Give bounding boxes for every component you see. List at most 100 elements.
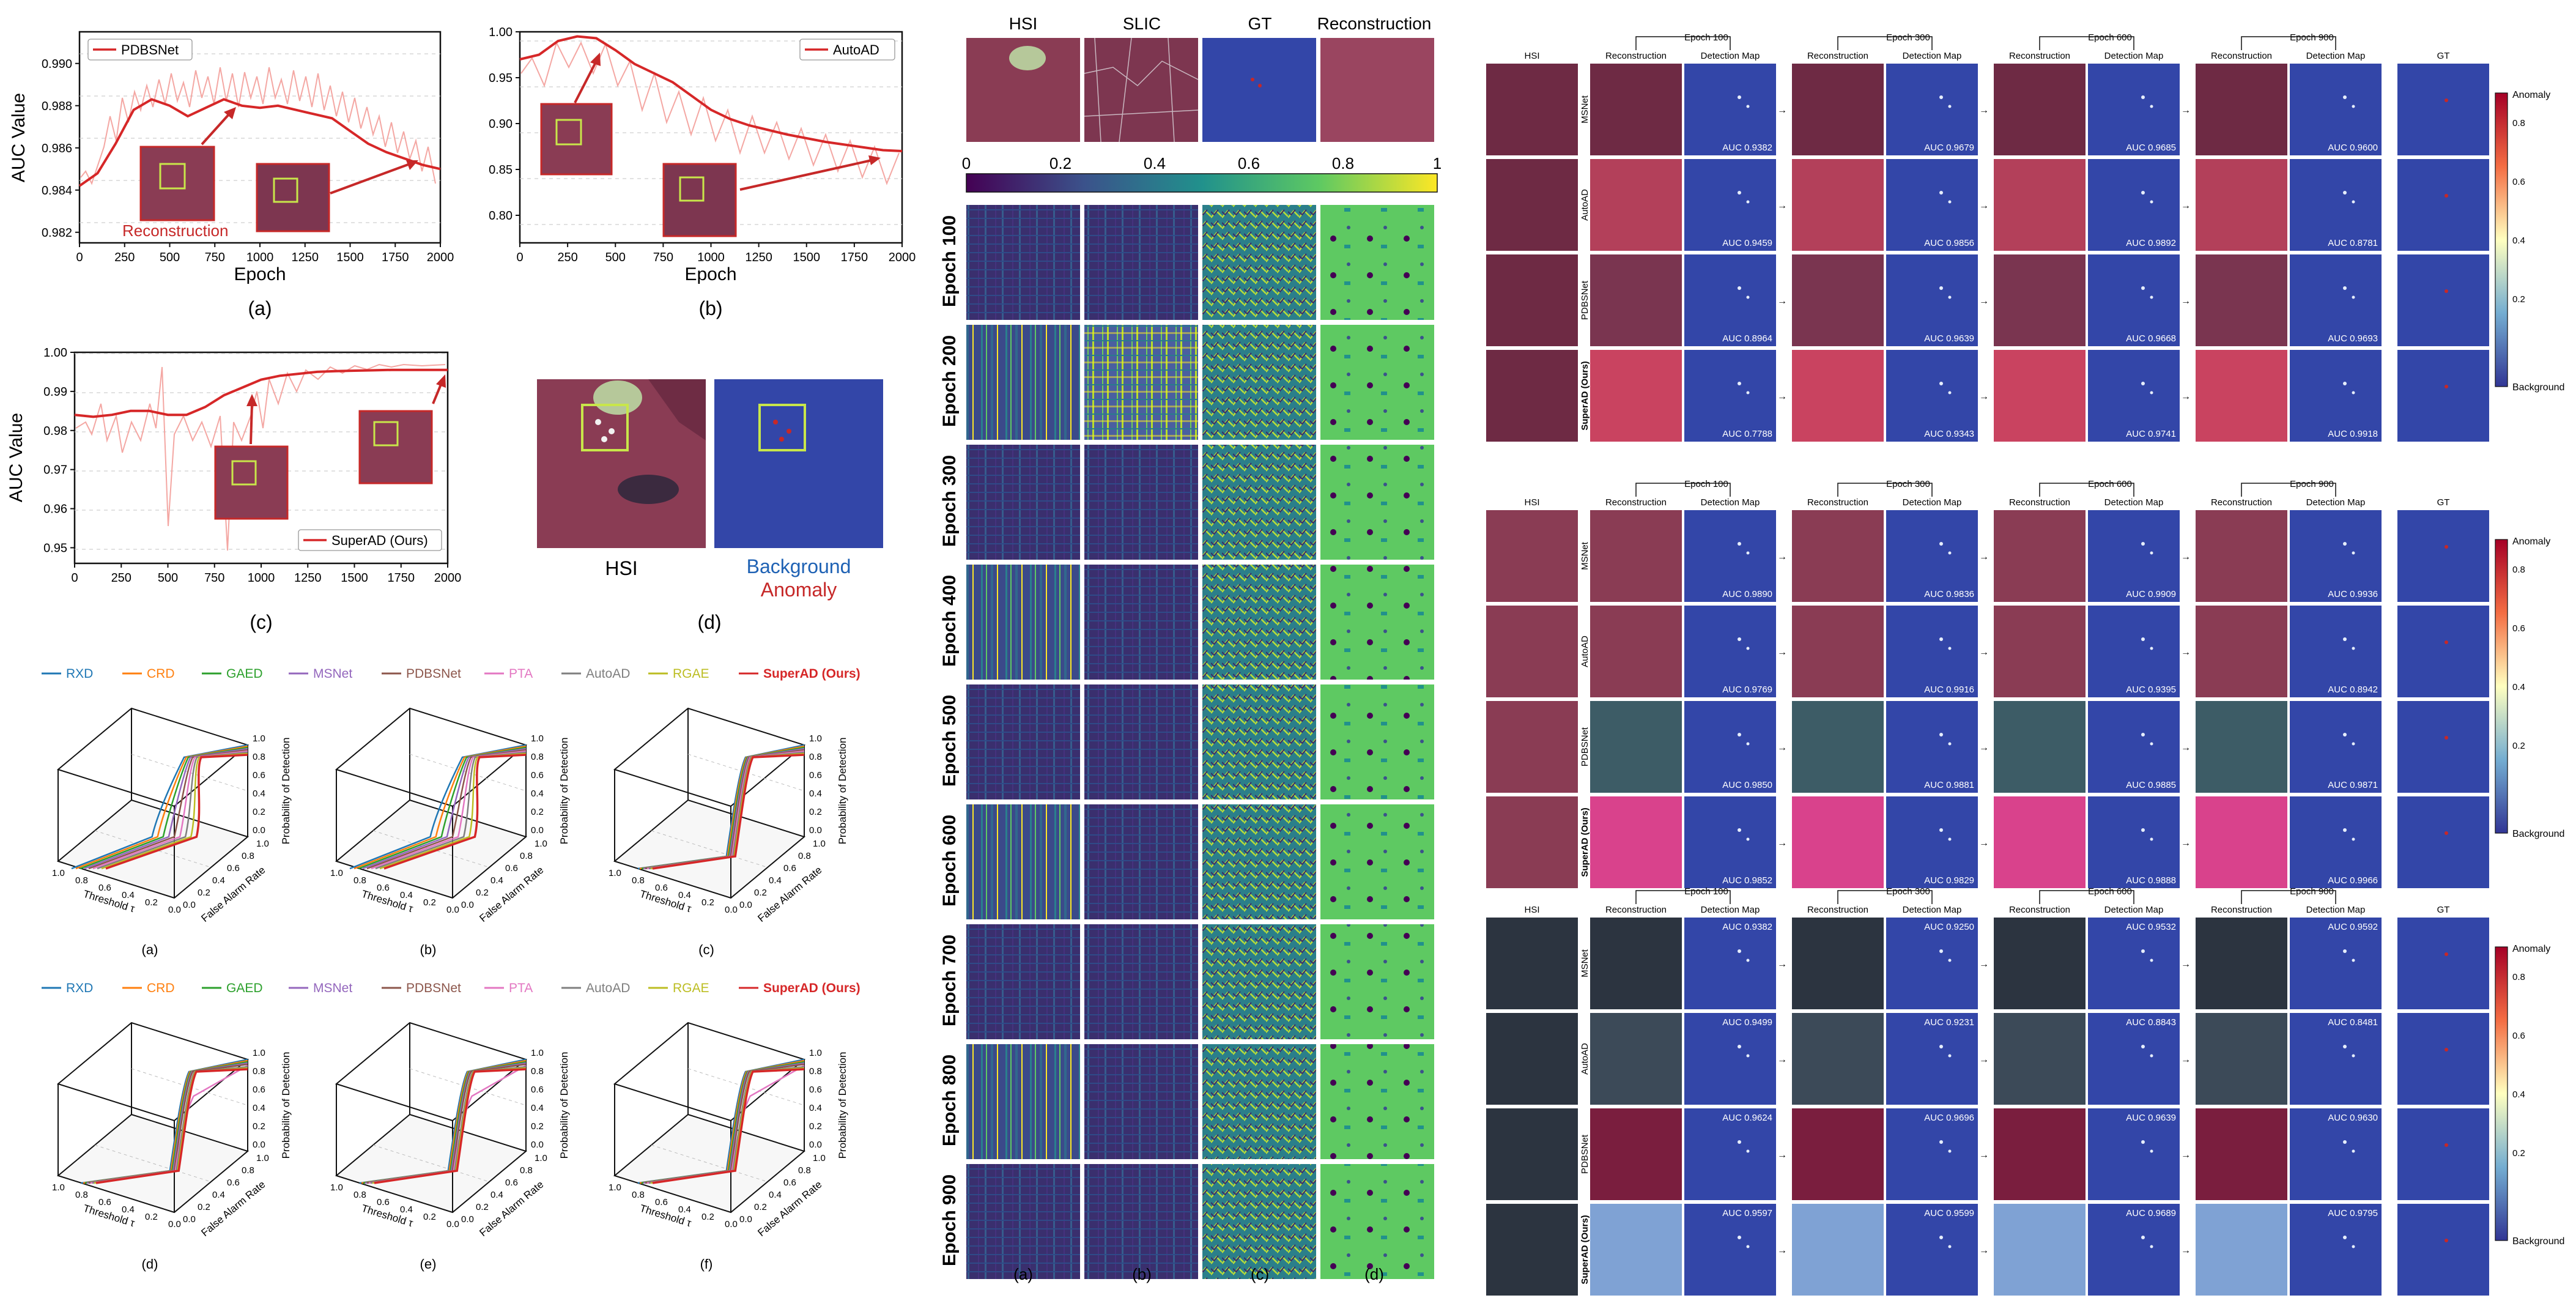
epoch-slic-map xyxy=(1084,1164,1198,1279)
detection-tile xyxy=(1684,510,1776,602)
roc-tick-pd: 1.0 xyxy=(253,733,265,744)
detection-hotspot xyxy=(2352,647,2355,650)
panel-b: AutoAD 0 250 500 750 1000 1250 1500 1750 2000 0.… xyxy=(489,26,916,319)
detection-tile xyxy=(2290,350,2382,442)
gt-anomaly xyxy=(2445,1239,2448,1242)
roc-tick-threshold: 0.4 xyxy=(400,890,413,900)
detection-hotspot xyxy=(2150,1054,2153,1058)
panel-c-ylabel: AUC Value xyxy=(6,413,26,502)
panel-c-legend: SuperAD (Ours) xyxy=(298,529,442,551)
next-arrow-icon: → xyxy=(1979,552,1989,562)
epoch-bracket xyxy=(2039,890,2134,904)
detection-hotspot xyxy=(2343,1140,2347,1144)
epoch-row: Epoch 300 xyxy=(939,445,1434,560)
epoch-recon-map xyxy=(1320,804,1434,919)
detection-tile xyxy=(1886,701,1978,793)
colorbar-tick: 0.6 xyxy=(1238,154,1260,172)
x-tick-label: 750 xyxy=(205,251,225,264)
gt-tile xyxy=(2397,510,2489,602)
roc-plot-label: (a) xyxy=(142,942,158,957)
gt-tile xyxy=(2397,796,2489,888)
auc-value: AUC 0.9597 xyxy=(1722,1208,1772,1218)
hsi-tile xyxy=(1486,1204,1578,1296)
panel-a-legend: PDBSNet xyxy=(87,39,193,61)
recon-tile xyxy=(2196,254,2287,346)
x-tick-label: 750 xyxy=(653,251,673,264)
detection-hotspot xyxy=(2150,742,2153,746)
roc-tick-pd: 0.6 xyxy=(809,770,822,781)
next-arrow-icon: → xyxy=(2181,201,2191,211)
roc-tick-far: 0.8 xyxy=(242,851,254,861)
gt-tile xyxy=(2397,1204,2489,1296)
epoch-bracket xyxy=(1635,890,1731,904)
roc-tick-far: 0.6 xyxy=(505,863,518,873)
y-tick-label: 1.00 xyxy=(43,346,67,360)
roc-legend-entry: PTA xyxy=(509,667,533,681)
panel-b-arrow-1 xyxy=(574,61,598,103)
auc-value: AUC 0.9795 xyxy=(2328,1208,2378,1218)
recon-tile xyxy=(1590,254,1682,346)
recon-tile xyxy=(1994,510,2086,602)
gt-tile xyxy=(2397,918,2489,1009)
detection-tile xyxy=(2290,606,2382,697)
roc-tick-threshold: 0.2 xyxy=(701,1212,714,1222)
next-arrow-icon: → xyxy=(1777,391,1787,402)
roc-tick-far: 0.2 xyxy=(754,888,767,898)
detection-hotspot xyxy=(1948,647,1952,650)
roc-legend-entry: CRD xyxy=(147,667,175,681)
detection-hotspot xyxy=(2343,637,2347,641)
panel-a-label: (a) xyxy=(248,297,272,319)
roc-curve xyxy=(80,746,248,870)
comparison-block: HSI Epoch 100 Reconstruction Detection Map E… xyxy=(1486,32,2564,442)
x-tick-label: 1000 xyxy=(697,251,725,264)
gt-tile xyxy=(2397,350,2489,442)
recon-tile xyxy=(1994,918,2086,1009)
recon-tile xyxy=(1792,796,1884,888)
auc-value: AUC 0.8481 xyxy=(2328,1017,2378,1028)
col-header-recon: Reconstruction xyxy=(1605,51,1667,61)
panel-c-y-ticks: 0.95 0.96 0.97 0.98 0.99 1.00 xyxy=(43,346,75,555)
detection-hotspot xyxy=(1746,647,1750,650)
roc-tick-far: 0.2 xyxy=(476,888,489,898)
next-arrow-icon: → xyxy=(1979,647,1989,658)
recon-tile xyxy=(1994,606,2086,697)
panel-d-hsi-label: HSI xyxy=(605,557,637,579)
detection-tile xyxy=(1886,606,1978,697)
epoch-grid-column-headers: HSI SLIC GT Reconstruction xyxy=(1009,14,1432,33)
detection-hotspot xyxy=(2141,191,2145,195)
detection-hotspot xyxy=(2141,733,2145,736)
next-arrow-icon: → xyxy=(1979,296,1989,306)
epoch-recon-map xyxy=(1320,565,1434,680)
detection-hotspot xyxy=(1738,286,1741,290)
method-label: AutoAD xyxy=(1580,189,1590,221)
detection-tile xyxy=(2088,350,2180,442)
hsi-tile xyxy=(1486,159,1578,251)
auc-value: AUC 0.9871 xyxy=(2328,780,2378,790)
panel-c-arrowhead-2 xyxy=(436,374,446,388)
x-tick-label: 1750 xyxy=(388,571,415,585)
roc-tick-pd: 1.0 xyxy=(531,1048,544,1058)
roc-curve xyxy=(365,1062,527,1184)
panel-d-anomaly-dot-2 xyxy=(609,428,615,434)
detection-hotspot xyxy=(2343,542,2347,546)
roc-tick-far: 0.8 xyxy=(798,851,811,861)
x-tick-label: 2000 xyxy=(427,251,454,264)
roc-tick-threshold: 0.0 xyxy=(168,905,181,915)
epoch-row: Epoch 100 xyxy=(939,205,1434,320)
epoch-gt-map xyxy=(1202,325,1316,440)
roc-tick-pd: 0.6 xyxy=(253,770,265,781)
recon-tile xyxy=(2196,796,2287,888)
panel-d-background-label: Background xyxy=(747,555,851,577)
roc-tick-threshold: 0.6 xyxy=(377,883,390,893)
auc-value: AUC 0.9885 xyxy=(2126,780,2176,790)
next-arrow-icon: → xyxy=(1979,838,1989,848)
epoch-rows: Epoch 100 Epoch 200 Epoch 300 Epoch 400 Epoc… xyxy=(939,205,1434,1279)
roc-tick-threshold: 0.8 xyxy=(75,1190,88,1200)
epoch-header: Epoch 600 xyxy=(2088,886,2132,897)
recon-tile xyxy=(1792,1013,1884,1105)
next-arrow-icon: → xyxy=(2181,647,2191,658)
roc-curve xyxy=(643,1062,805,1184)
roc-tick-far: 0.4 xyxy=(769,875,782,886)
roc-tick-threshold: 0.2 xyxy=(145,897,158,908)
epoch-gt-map xyxy=(1202,205,1316,320)
